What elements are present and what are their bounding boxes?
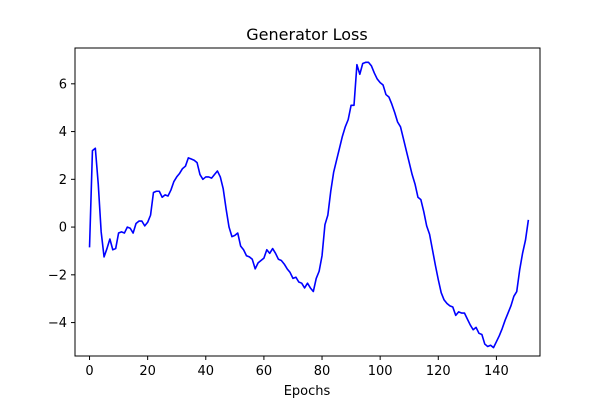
x-tick-label: 100: [368, 364, 393, 379]
x-tick-label: 60: [256, 364, 273, 379]
x-tick-label: 140: [484, 364, 509, 379]
x-tick-label: 80: [314, 364, 331, 379]
plot-area: [88, 61, 530, 349]
x-axis-label: Epochs: [284, 384, 331, 399]
x-tick-label: 40: [198, 364, 215, 379]
x-tick-label: 20: [139, 364, 156, 379]
y-tick-label: 2: [59, 173, 67, 188]
x-tick-label: 120: [426, 364, 451, 379]
y-tick-label: −2: [48, 268, 67, 283]
y-tick-label: 4: [59, 125, 67, 140]
y-tick-label: 6: [59, 77, 67, 92]
plot-frame: [74, 47, 541, 357]
y-tick-label: −4: [48, 316, 67, 331]
y-tick-label: 0: [59, 221, 67, 236]
axis-ticks: 0 20 40 60 80 100 120 140 −4 −2 0 2 4 6: [48, 77, 509, 379]
chart-title: Generator Loss: [246, 25, 367, 44]
series-line-0: [88, 61, 530, 349]
x-tick-label: 0: [85, 364, 93, 379]
